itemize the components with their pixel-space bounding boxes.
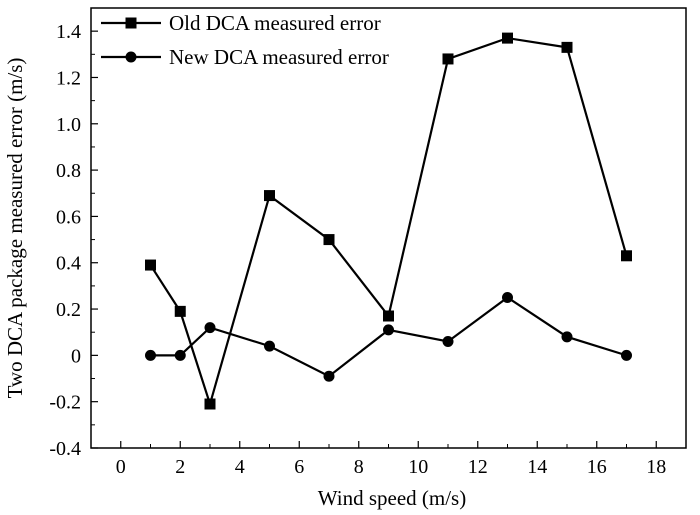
circle-data-point [174, 349, 186, 361]
y-tick-label: 0.6 [56, 206, 81, 228]
x-tick-label: 8 [354, 456, 364, 478]
y-axis-title: Two DCA package measured error (m/s) [3, 58, 27, 399]
circle-data-point [561, 331, 573, 343]
square-data-point [204, 398, 216, 410]
legend-circle-marker [125, 51, 137, 63]
x-axis: 0 2 4 6 8 10 12 14 16 18 [116, 441, 666, 478]
x-axis-title: Wind speed (m/s) [318, 486, 466, 510]
x-tick-label: 12 [468, 456, 488, 478]
circle-data-point [383, 324, 394, 336]
square-data-point [323, 234, 335, 246]
legend-label: New DCA measured error [169, 45, 389, 69]
y-axis: -0.4 -0.2 0 0.2 0.4 0.6 0.8 1.0 1.2 1.4 [49, 21, 98, 460]
square-data-point [145, 259, 156, 271]
circle-data-point [264, 340, 275, 352]
plot-frame [90, 7, 687, 449]
x-tick-label: 10 [408, 456, 428, 478]
legend-square-marker [125, 17, 137, 29]
square-data-point [621, 250, 632, 262]
circle-data-point [502, 291, 513, 303]
square-data-point [442, 53, 454, 65]
legend: Old DCA measured error New DCA measured e… [101, 11, 389, 69]
x-tick-label: 18 [646, 456, 666, 478]
x-tick-label: 4 [235, 456, 245, 478]
y-tick-label: 1.0 [56, 114, 81, 136]
circle-data-point [442, 335, 454, 347]
y-tick-label: 0.8 [56, 160, 81, 182]
circle-data-point [323, 370, 335, 382]
legend-label: Old DCA measured error [169, 11, 381, 35]
circle-data-point [621, 349, 632, 361]
x-tick-label: 0 [116, 456, 126, 478]
square-data-point [264, 190, 275, 202]
y-tick-label: -0.4 [49, 438, 81, 460]
y-tick-label: 0.2 [56, 299, 81, 321]
circle-data-point [145, 349, 156, 361]
series-line [149, 36, 628, 408]
x-tick-label: 16 [587, 456, 607, 478]
series-old-dca [145, 32, 632, 410]
circle-data-point [204, 322, 216, 334]
series-layer [145, 32, 632, 410]
y-tick-label: 1.2 [56, 67, 81, 89]
y-tick-label: 0 [71, 345, 81, 367]
y-tick-label: 0.4 [56, 253, 81, 275]
series-new-dca [145, 291, 632, 382]
x-tick-label: 6 [294, 456, 304, 478]
x-tick-label: 14 [527, 456, 547, 478]
square-data-point [561, 41, 573, 53]
square-data-point [174, 305, 186, 317]
square-data-point [383, 310, 394, 322]
y-tick-label: 1.4 [56, 21, 81, 43]
series-line [150, 296, 627, 378]
y-tick-label: -0.2 [49, 392, 81, 414]
square-data-point [502, 32, 513, 44]
x-tick-label: 2 [175, 456, 185, 478]
